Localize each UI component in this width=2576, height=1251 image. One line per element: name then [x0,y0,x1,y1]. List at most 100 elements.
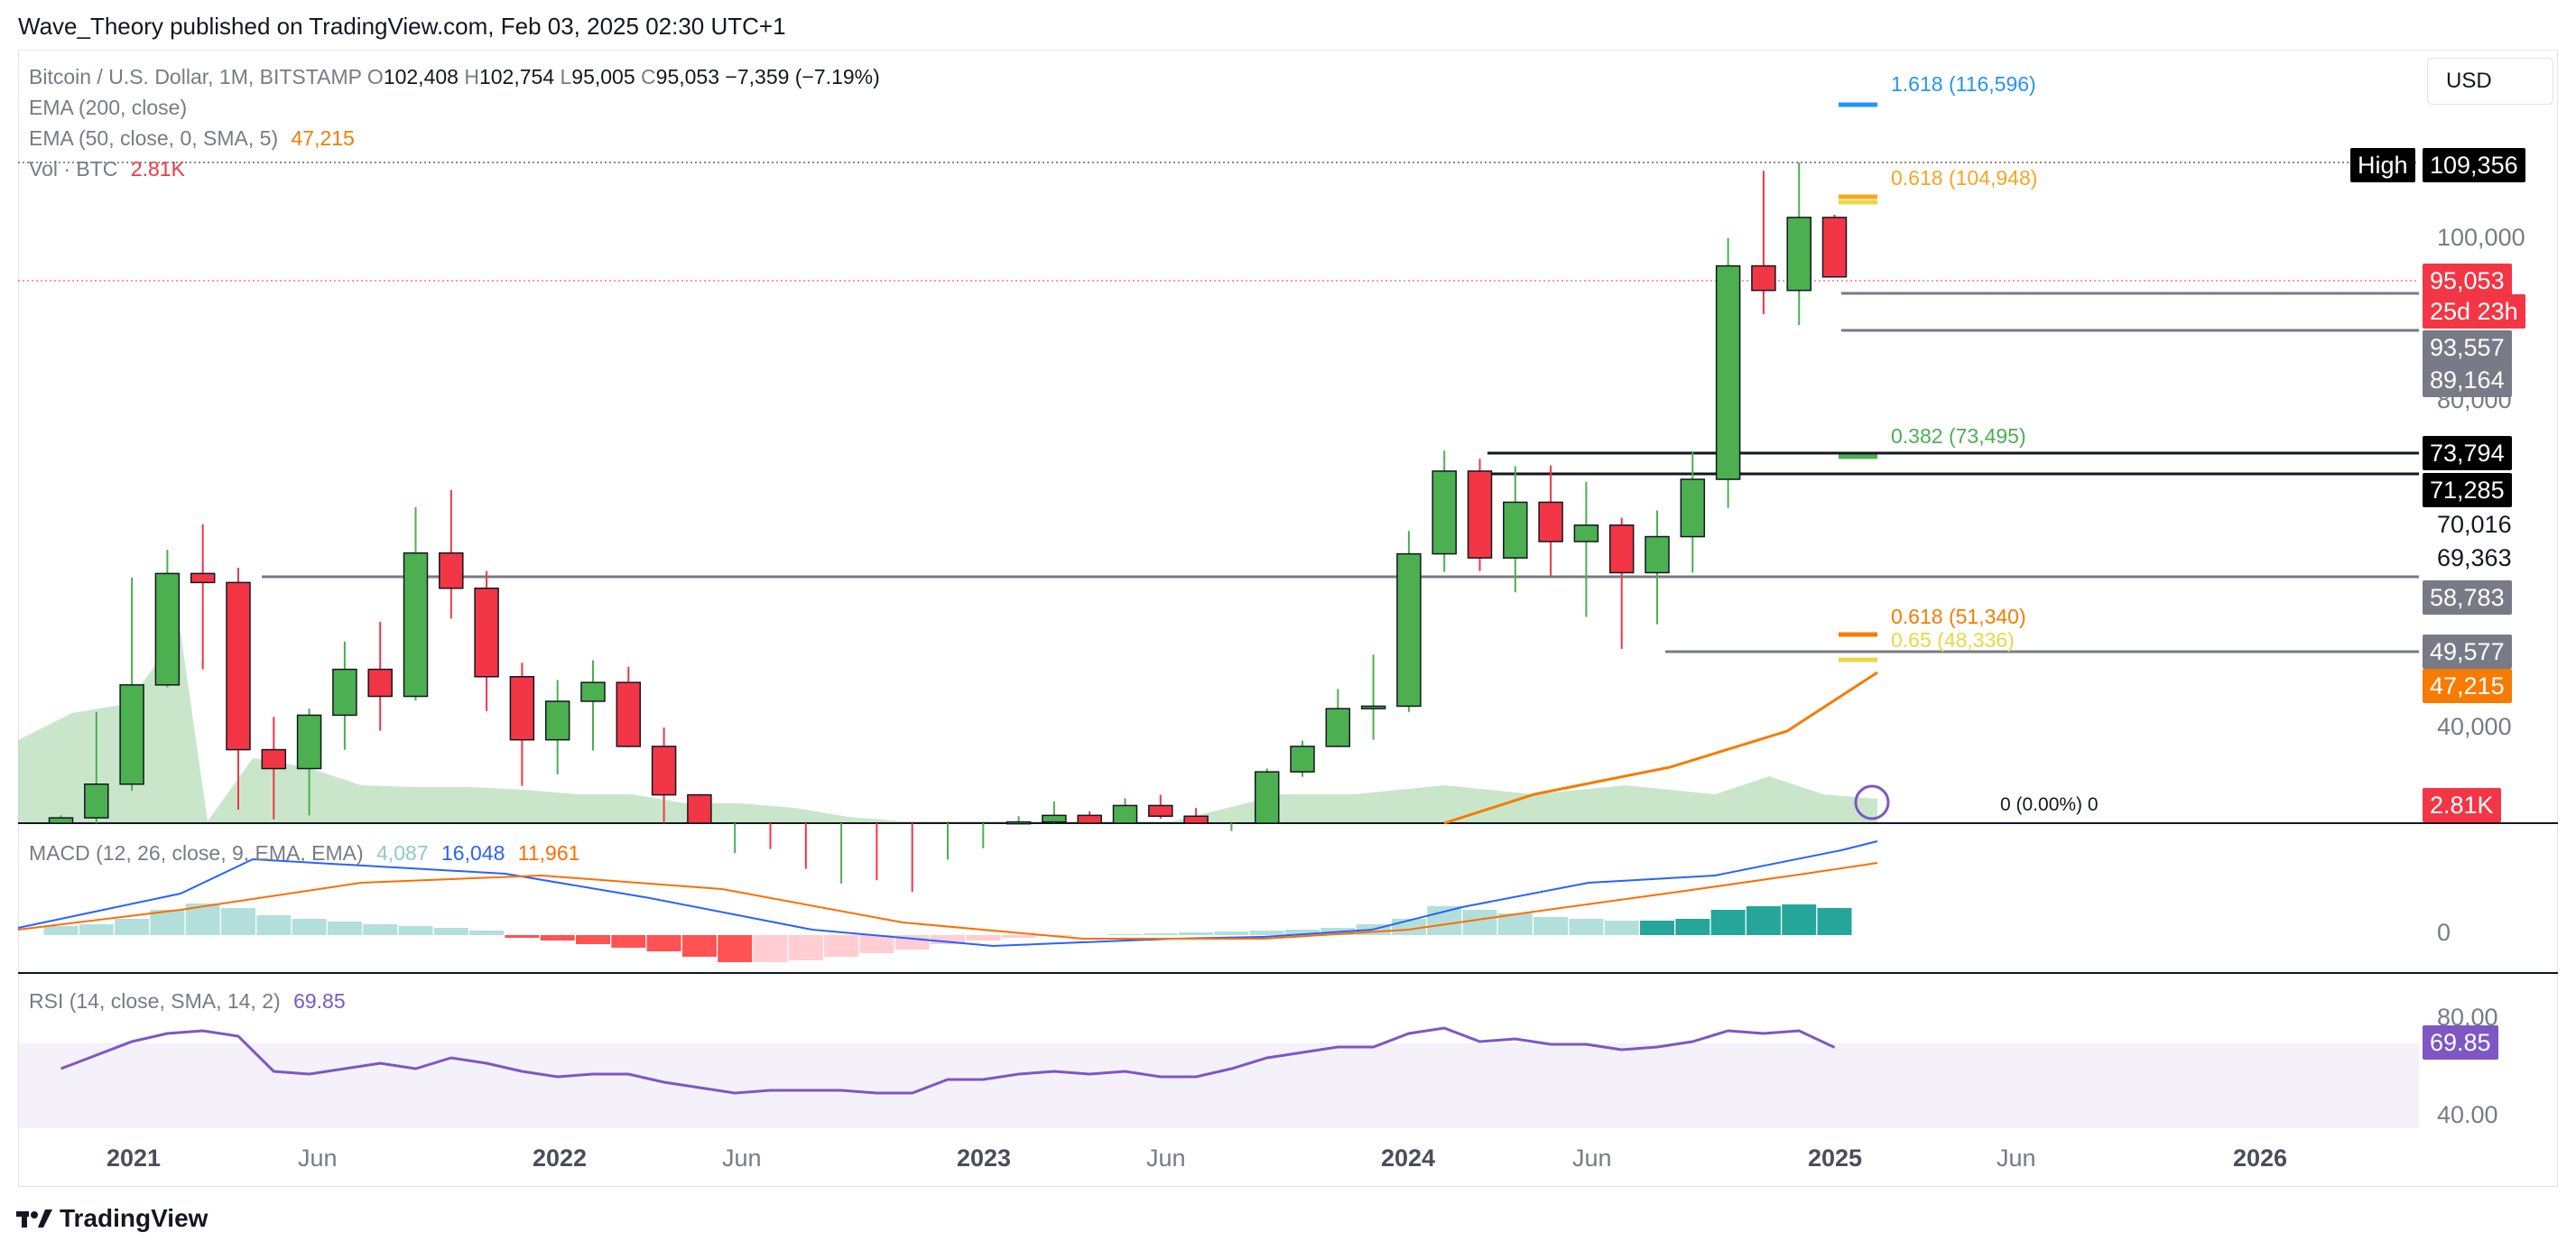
candle-2022-05 [651,727,677,823]
candle-body [1608,524,1635,574]
candle-body [190,572,216,584]
rsi-pane [18,1026,2419,1128]
candle-2021-12 [474,570,499,711]
macd-hist-bar [859,935,894,953]
candle-2021-08 [332,641,357,750]
macd-hist-bar [433,928,468,935]
tradingview-logo-icon [16,1209,52,1228]
rsi-band [18,1043,2419,1128]
price-tick-40000: 40,000 [2437,713,2512,740]
level-tag-58783: 58,783 [2423,580,2512,615]
legend-symbol: Bitcoin / U.S. Dollar, 1M, BITSTAMP [29,65,362,88]
legend-macd-hist: 4,087 [376,841,429,865]
candle-2021-04 [190,524,216,670]
macd-hist-bar [931,935,965,944]
candle-2020-12 [48,815,74,824]
macd-signal-line [17,862,1878,940]
candle-2022-03 [580,660,606,751]
macd-hist-bar [1746,906,1781,935]
candle-body [509,675,535,741]
macd-line [17,840,1878,948]
level-tag-73794: 73,794 [2423,436,2512,470]
legend-close: 95,053 [655,65,720,88]
volume-area [18,632,1877,823]
candle-body [1077,814,1102,824]
fibonacci-markers [1839,102,1890,820]
macd-hist-bar [1497,913,1533,935]
candle-2023-06 [1112,798,1138,824]
price-tick-70016: 70,016 [2437,511,2512,538]
candle-2023-10 [1254,768,1280,824]
candle-body [226,581,251,751]
candle-body [1183,815,1209,824]
macd-hist-bar [966,935,1001,941]
candle-body [1396,552,1422,708]
legend-macd-row: MACD (12, 26, close, 9, EMA, EMA) 4,087 … [29,841,579,866]
macd-hist-bar [469,931,505,935]
candle-2021-10 [403,506,429,701]
macd-hist-bar [540,935,575,941]
macd-hist-bar [79,924,114,935]
candle-body [1538,501,1563,542]
legend-open: 102,408 [383,65,459,88]
macd-hist-bar [1817,908,1852,935]
legend-high: 102,754 [478,65,555,88]
candle-2024-11 [1715,237,1741,508]
candle-body [1645,535,1670,574]
candle-2025-02 [1821,214,1848,278]
macd-hist-bar [1462,910,1497,935]
last-price-tag: 95,053 [2423,264,2512,298]
fib-label-0618-lower: 0.618 (51,340) [1891,605,2026,628]
macd-hist-bar [576,935,610,944]
candle-2024-08 [1608,517,1635,649]
candle-2021-01 [84,711,109,823]
candle-2021-09 [367,621,393,731]
candle-2022-01 [509,663,535,786]
currency-button[interactable]: USD [2427,58,2553,105]
candle-2024-10 [1680,452,1706,573]
high-label-tag: High [2350,148,2415,182]
candle-2021-06 [261,717,287,820]
macd-hist-bar [1107,934,1143,935]
candle-body [403,551,429,698]
time-label-2021: 2021 [107,1144,162,1172]
macd-hist-bar [753,935,788,962]
candle-2024-06 [1538,465,1563,578]
candle-body [367,668,393,698]
candle-body [1005,820,1032,825]
candle-body [332,668,357,717]
candle-2023-04 [1042,801,1067,823]
candle-2024-01 [1360,654,1386,740]
legend-rsi-row: RSI (14, close, SMA, 14, 2) 69.85 [29,989,346,1014]
candle-body [1254,771,1280,824]
candle-2023-03 [1005,816,1032,825]
macd-hist-bar [1249,931,1284,935]
legend-ema200: EMA (200, close) [29,96,188,119]
legend-high-label: H [464,65,479,88]
candle-body [1467,470,1493,559]
legend-open-label: O [366,65,384,88]
tradingview-footer[interactable]: TradingView [16,1204,208,1233]
candle-2021-11 [439,489,464,619]
legend-ema50-value: 47,215 [291,126,355,150]
candle-body [1148,804,1173,818]
candle-2024-04 [1467,459,1493,571]
legend-vol-label: Vol · BTC [29,157,118,181]
time-label-jun-2023: Jun [1146,1144,1186,1172]
candle-2025-01 [1786,162,1812,326]
candle-2024-02 [1396,531,1422,712]
legend-low-label: L [560,65,572,88]
candle-2024-12 [1751,171,1776,314]
macd-hist-bar [718,935,753,962]
time-label-jun-2024: Jun [1572,1144,1612,1172]
volume-area-shape [18,632,1877,823]
candle-2023-12 [1325,689,1351,747]
candle-body [439,551,464,589]
macd-hist-bar [1604,921,1639,935]
macd-hist-bar [788,935,823,960]
chart-frame[interactable] [18,50,2558,1187]
candle-body [1751,264,1776,292]
candle-2022-02 [544,680,570,774]
legend-rsi-value: 69.85 [293,989,346,1013]
